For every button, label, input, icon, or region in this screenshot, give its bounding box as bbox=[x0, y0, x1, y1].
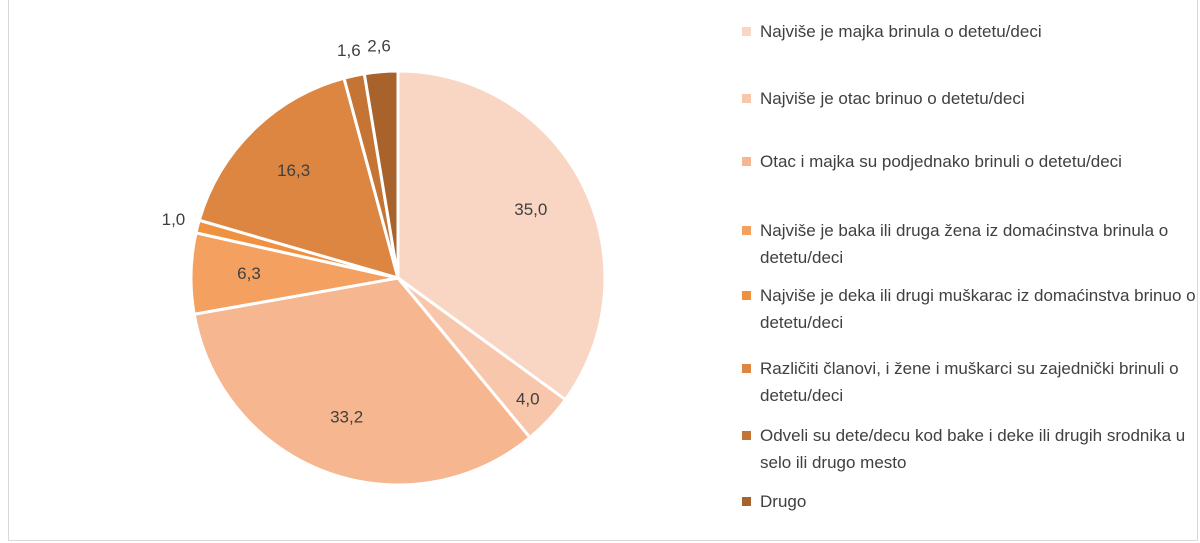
legend-entry: Odveli su dete/decu kod bake i deke ili … bbox=[742, 422, 1200, 476]
pie-slice bbox=[197, 76, 401, 281]
legend-swatch bbox=[742, 157, 751, 166]
legend-entry: Otac i majka su podjednako brinuli o det… bbox=[742, 148, 1200, 175]
data-label: 35,0 bbox=[514, 200, 547, 219]
legend-label: Najviše je baka ili druga žena iz domaći… bbox=[760, 221, 1169, 267]
legend-swatch bbox=[742, 497, 751, 506]
legend-swatch bbox=[742, 291, 751, 300]
data-label: 33,2 bbox=[330, 407, 363, 426]
legend-label: Otac i majka su podjednako brinuli o det… bbox=[760, 152, 1122, 171]
data-label: 4,0 bbox=[516, 389, 540, 408]
pie-slice bbox=[396, 69, 607, 402]
chart-frame bbox=[8, 0, 1198, 541]
legend-label: Različiti članovi, i žene i muškarci su … bbox=[760, 359, 1179, 405]
legend-entry: Različiti članovi, i žene i muškarci su … bbox=[742, 355, 1200, 409]
data-label: 1,0 bbox=[162, 210, 186, 229]
data-label: 16,3 bbox=[277, 161, 310, 180]
legend-label: Drugo bbox=[760, 492, 807, 511]
legend-label: Najviše je deka ili drugi muškarac iz do… bbox=[760, 286, 1196, 332]
pie-slice bbox=[192, 276, 533, 487]
pie-slice bbox=[362, 69, 400, 279]
legend-label: Odveli su dete/decu kod bake i deke ili … bbox=[760, 426, 1186, 472]
legend-entry: Najviše je deka ili drugi muškarac iz do… bbox=[742, 282, 1200, 336]
data-label: 1,6 bbox=[337, 41, 361, 60]
legend-entry: Najviše je otac brinuo o detetu/deci bbox=[742, 85, 1200, 112]
legend-label: Najviše je majka brinula o detetu/deci bbox=[760, 22, 1042, 41]
legend-entry: Najviše je baka ili druga žena iz domaći… bbox=[742, 217, 1200, 271]
legend-swatch bbox=[742, 431, 751, 440]
data-label: 2,6 bbox=[367, 36, 391, 55]
data-label: 6,3 bbox=[237, 264, 261, 283]
legend-swatch bbox=[742, 364, 751, 373]
legend-swatch bbox=[742, 226, 751, 235]
legend-label: Najviše je otac brinuo o detetu/deci bbox=[760, 89, 1025, 108]
legend-swatch bbox=[742, 27, 751, 36]
legend-entry: Najviše je majka brinula o detetu/deci bbox=[742, 18, 1200, 45]
legend-entry: Drugo bbox=[742, 488, 1200, 515]
legend-swatch bbox=[742, 94, 751, 103]
